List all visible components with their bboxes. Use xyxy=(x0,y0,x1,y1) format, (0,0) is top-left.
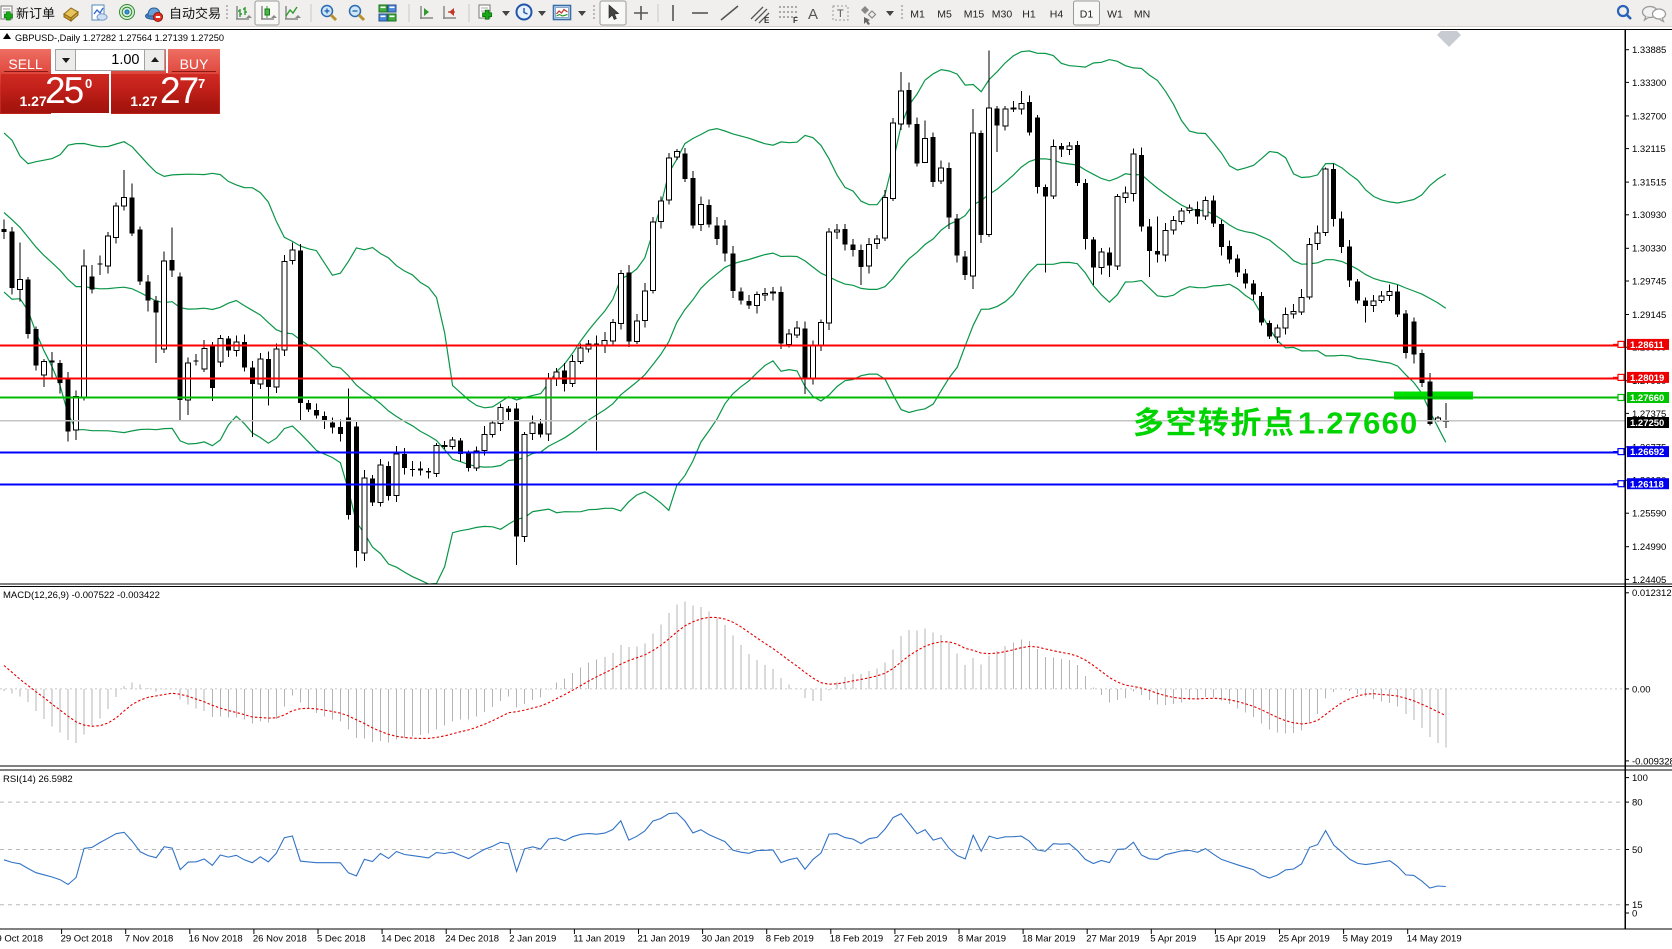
svg-text:1.28019: 1.28019 xyxy=(1630,373,1664,384)
svg-text:18 Feb 2019: 18 Feb 2019 xyxy=(830,934,883,945)
svg-text:27 Mar 2019: 27 Mar 2019 xyxy=(1086,934,1139,945)
svg-text:29 Oct 2018: 29 Oct 2018 xyxy=(61,934,113,945)
svg-text:25 Apr 2019: 25 Apr 2019 xyxy=(1279,934,1330,945)
svg-text:0.00: 0.00 xyxy=(1632,684,1651,695)
svg-text:27 Feb 2019: 27 Feb 2019 xyxy=(894,934,947,945)
svg-text:1.27250: 1.27250 xyxy=(1630,418,1664,429)
svg-text:H4: H4 xyxy=(1050,9,1064,21)
svg-text:1.28611: 1.28611 xyxy=(1630,340,1665,351)
svg-text:E: E xyxy=(764,16,770,25)
svg-text:M30: M30 xyxy=(992,9,1013,21)
svg-text:1.29145: 1.29145 xyxy=(1632,310,1666,321)
svg-text:0.012312: 0.012312 xyxy=(1632,588,1672,599)
svg-text:80: 80 xyxy=(1632,798,1643,809)
svg-text:1.27375: 1.27375 xyxy=(1632,409,1666,420)
svg-text:26 Nov 2018: 26 Nov 2018 xyxy=(253,934,307,945)
svg-text:T: T xyxy=(837,8,844,20)
svg-text:F: F xyxy=(793,16,798,25)
svg-text:2 Jan 2019: 2 Jan 2019 xyxy=(509,934,556,945)
svg-text:15: 15 xyxy=(1632,900,1643,911)
svg-text:M15: M15 xyxy=(964,9,985,21)
svg-text:100: 100 xyxy=(1632,773,1648,784)
svg-text:1.33300: 1.33300 xyxy=(1632,78,1666,89)
svg-text:50: 50 xyxy=(1632,845,1643,856)
svg-text:M5: M5 xyxy=(937,9,952,21)
svg-text:GBPUSD-,Daily 1.27282 1.27564: GBPUSD-,Daily 1.27282 1.27564 1.27139 1.… xyxy=(15,33,224,44)
svg-text:16 Nov 2018: 16 Nov 2018 xyxy=(189,934,243,945)
svg-text:MN: MN xyxy=(1134,9,1150,21)
svg-text:W1: W1 xyxy=(1107,9,1123,21)
svg-text:1.26118: 1.26118 xyxy=(1630,479,1664,490)
svg-text:1.32115: 1.32115 xyxy=(1632,144,1666,155)
svg-text:30 Jan 2019: 30 Jan 2019 xyxy=(702,934,754,945)
svg-text:8 Feb 2019: 8 Feb 2019 xyxy=(766,934,814,945)
svg-text:-0.009328: -0.009328 xyxy=(1632,756,1672,767)
svg-text:21 Jan 2019: 21 Jan 2019 xyxy=(638,934,690,945)
svg-text:1.24990: 1.24990 xyxy=(1632,542,1666,553)
svg-text:1.25590: 1.25590 xyxy=(1632,509,1666,520)
svg-text:5 Apr 2019: 5 Apr 2019 xyxy=(1150,934,1196,945)
svg-text:1.31515: 1.31515 xyxy=(1632,178,1666,189)
svg-text:14 Dec 2018: 14 Dec 2018 xyxy=(381,934,435,945)
svg-text:9 Oct 2018: 9 Oct 2018 xyxy=(0,934,43,945)
svg-text:15 Apr 2019: 15 Apr 2019 xyxy=(1214,934,1265,945)
svg-text:1.26692: 1.26692 xyxy=(1630,447,1664,458)
svg-text:MACD(12,26,9) -0.007522 -0.003: MACD(12,26,9) -0.007522 -0.003422 xyxy=(3,590,160,601)
svg-text:1.30330: 1.30330 xyxy=(1632,244,1666,255)
svg-text:14 May 2019: 14 May 2019 xyxy=(1407,934,1462,945)
svg-text:5 May 2019: 5 May 2019 xyxy=(1343,934,1393,945)
svg-text:1.33885: 1.33885 xyxy=(1632,45,1666,56)
svg-text:D1: D1 xyxy=(1080,9,1094,21)
svg-text:RSI(14) 26.5982: RSI(14) 26.5982 xyxy=(3,774,73,785)
svg-text:7 Nov 2018: 7 Nov 2018 xyxy=(125,934,174,945)
svg-text:1.24405: 1.24405 xyxy=(1632,575,1666,586)
svg-text:A: A xyxy=(808,6,818,23)
svg-text:24 Dec 2018: 24 Dec 2018 xyxy=(445,934,499,945)
svg-text:1.27660: 1.27660 xyxy=(1298,406,1418,441)
svg-text:5 Dec 2018: 5 Dec 2018 xyxy=(317,934,366,945)
svg-text:11 Jan 2019: 11 Jan 2019 xyxy=(573,934,625,945)
svg-text:1.32700: 1.32700 xyxy=(1632,111,1666,122)
svg-text:M1: M1 xyxy=(910,9,925,21)
svg-text:8 Mar 2019: 8 Mar 2019 xyxy=(958,934,1006,945)
svg-text:H1: H1 xyxy=(1022,9,1036,21)
svg-text:1.27660: 1.27660 xyxy=(1630,393,1664,404)
svg-text:18 Mar 2019: 18 Mar 2019 xyxy=(1022,934,1075,945)
svg-text:0: 0 xyxy=(1632,908,1637,919)
svg-text:1.29745: 1.29745 xyxy=(1632,276,1666,287)
svg-text:1.30930: 1.30930 xyxy=(1632,210,1666,221)
